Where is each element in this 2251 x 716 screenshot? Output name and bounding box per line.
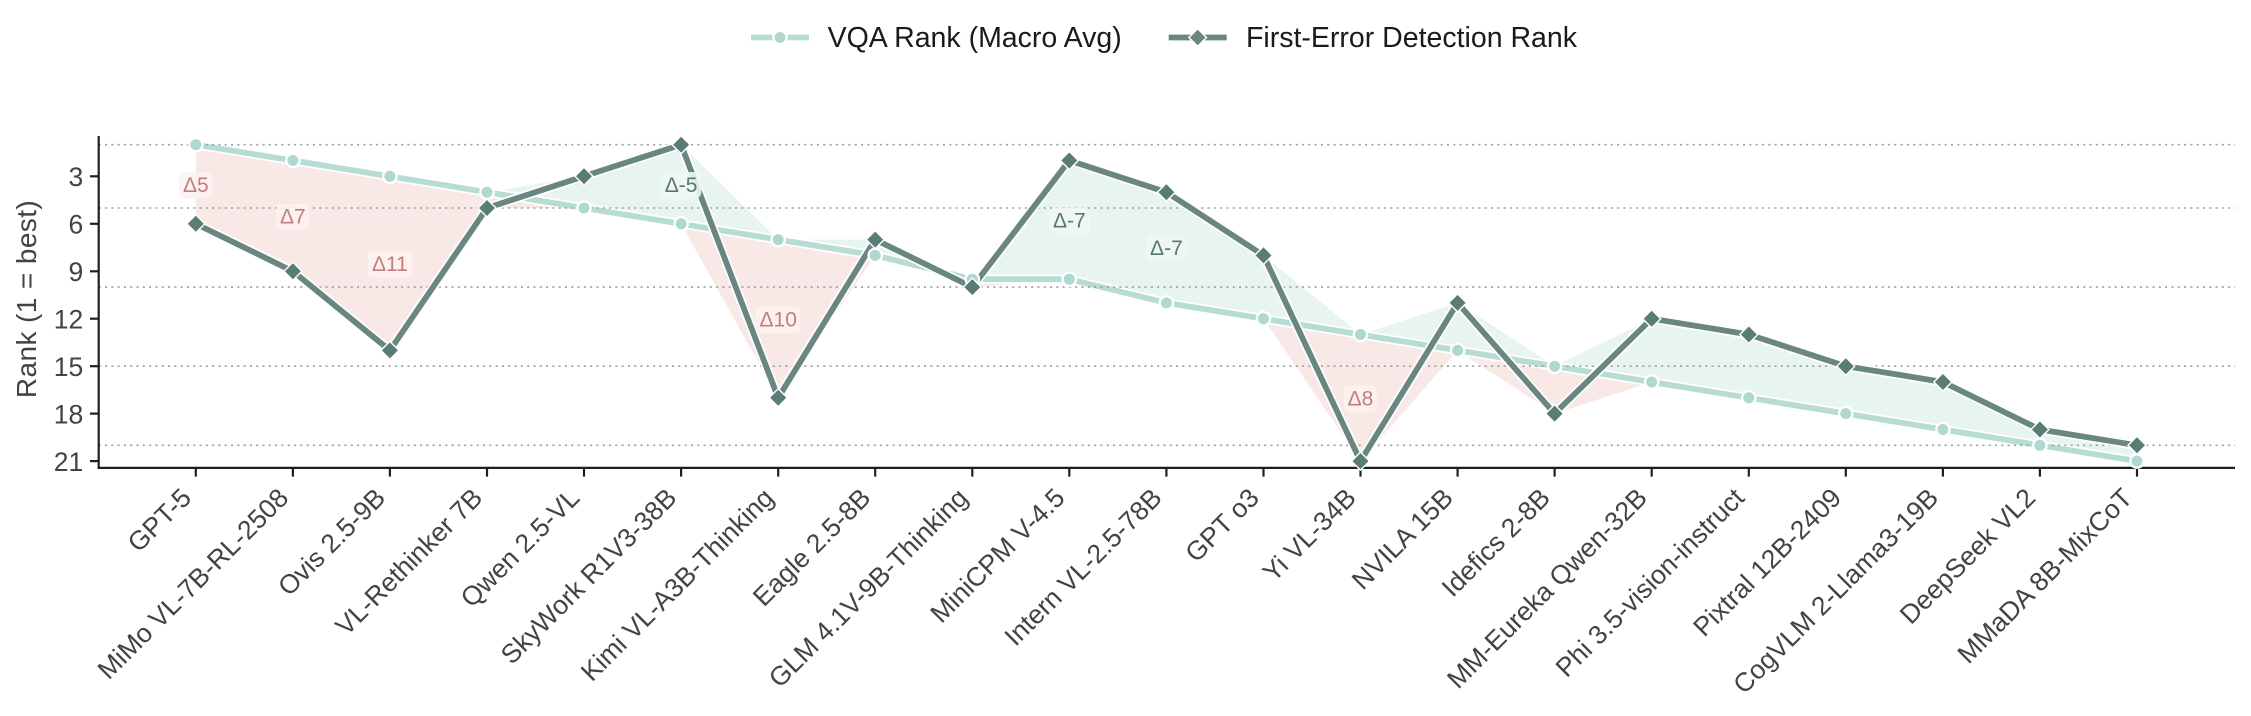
svg-text:18: 18 — [54, 399, 83, 429]
svg-text:Δ-7: Δ-7 — [1053, 210, 1086, 233]
svg-text:Δ-5: Δ-5 — [665, 174, 698, 197]
svg-text:First-Error Detection Rank: First-Error Detection Rank — [1246, 22, 1578, 54]
svg-text:Δ7: Δ7 — [280, 206, 306, 229]
svg-text:15: 15 — [54, 352, 83, 382]
svg-text:3: 3 — [68, 162, 83, 192]
svg-text:Δ5: Δ5 — [183, 174, 209, 197]
svg-text:Δ11: Δ11 — [372, 253, 408, 276]
svg-text:9: 9 — [68, 257, 83, 287]
svg-text:VQA Rank (Macro Avg): VQA Rank (Macro Avg) — [828, 22, 1122, 54]
svg-text:Δ-7: Δ-7 — [1150, 237, 1183, 260]
svg-text:Δ8: Δ8 — [1348, 388, 1374, 411]
svg-text:21: 21 — [54, 447, 83, 477]
svg-text:Δ10: Δ10 — [760, 308, 797, 331]
svg-text:Rank (1 = best): Rank (1 = best) — [11, 200, 42, 398]
svg-text:12: 12 — [54, 304, 83, 334]
svg-text:6: 6 — [68, 210, 83, 240]
